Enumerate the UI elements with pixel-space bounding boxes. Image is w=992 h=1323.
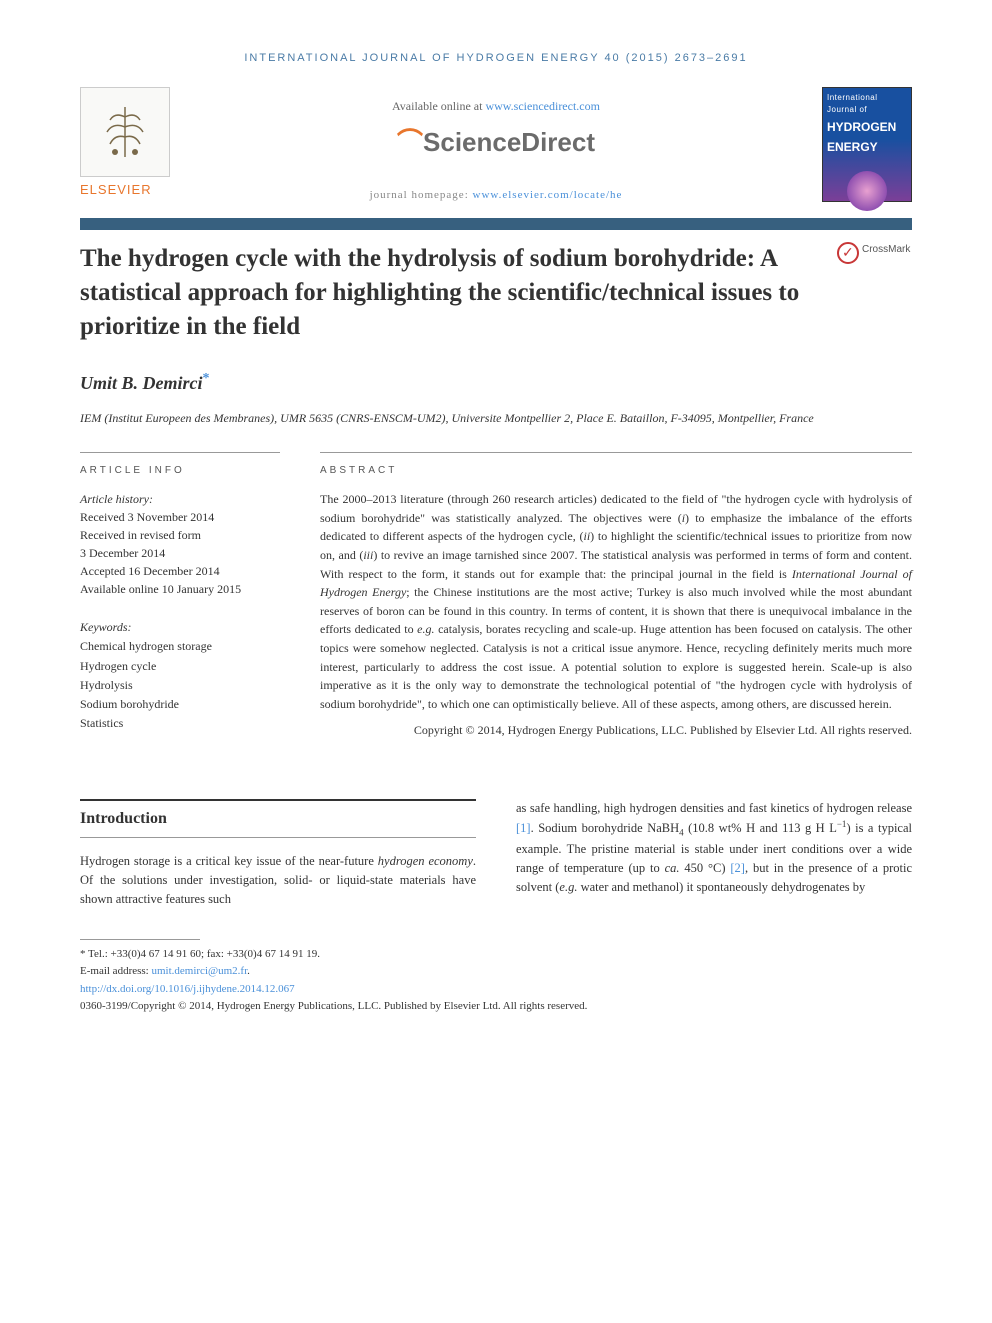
keywords-label: Keywords: [80, 618, 280, 637]
sd-swoosh-icon: ⌒ [397, 127, 423, 157]
crossmark-label: CrossMark [862, 242, 910, 257]
journal-reference: INTERNATIONAL JOURNAL OF HYDROGEN ENERGY… [80, 50, 912, 67]
available-online-prefix: Available online at [392, 99, 485, 113]
corresponding-mark[interactable]: * [203, 371, 210, 386]
history-line: Available online 10 January 2015 [80, 580, 280, 598]
body-paragraph: Hydrogen storage is a critical key issue… [80, 852, 476, 908]
article-title: The hydrogen cycle with the hydrolysis o… [80, 242, 817, 343]
crossmark-badge[interactable]: CrossMark [837, 242, 912, 343]
cover-energy: ENERGY [827, 138, 907, 156]
author-name: Umit B. Demirci* [80, 368, 912, 397]
body-italic: e.g. [559, 880, 577, 894]
citation-link[interactable]: [1] [516, 821, 531, 835]
article-info-label: ARTICLE INFO [80, 452, 280, 478]
page-footer: * Tel.: +33(0)4 67 14 91 60; fax: +33(0)… [80, 946, 912, 1016]
history-line: 3 December 2014 [80, 544, 280, 562]
crossmark-check-icon [837, 242, 859, 264]
abstract-label: ABSTRACT [320, 452, 912, 478]
email-link[interactable]: umit.demirci@um2.fr [151, 965, 247, 977]
article-history: Article history: Received 3 November 201… [80, 490, 280, 598]
cover-hydrogen: HYDROGEN [827, 118, 907, 136]
author-text: Umit B. Demirci [80, 373, 203, 393]
corresponding-tel: * Tel.: +33(0)4 67 14 91 60; fax: +33(0)… [80, 946, 912, 964]
elsevier-name: ELSEVIER [80, 180, 170, 200]
issn-copyright: 0360-3199/Copyright © 2014, Hydrogen Ene… [80, 998, 912, 1016]
corresponding-email: E-mail address: umit.demirci@um2.fr. [80, 963, 912, 981]
article-header: The hydrogen cycle with the hydrolysis o… [80, 242, 912, 343]
abstract-italic: iii [363, 548, 373, 562]
title-separator-bar [80, 218, 912, 230]
abstract-italic: e.g. [417, 622, 434, 636]
history-label: Article history: [80, 490, 280, 508]
publisher-header: ELSEVIER Available online at www.science… [80, 87, 912, 204]
keyword: Hydrogen cycle [80, 657, 280, 676]
author-affiliation: IEM (Institut Europeen des Membranes), U… [80, 409, 912, 427]
keywords: Keywords: Chemical hydrogen storage Hydr… [80, 618, 280, 733]
right-column: as safe handling, high hydrogen densitie… [516, 799, 912, 908]
keyword: Chemical hydrogen storage [80, 637, 280, 656]
body-text: Introduction Hydrogen storage is a criti… [80, 799, 912, 908]
keyword: Sodium borohydride [80, 695, 280, 714]
body-text: 450 °C) [680, 861, 731, 875]
body-text: (10.8 wt% H and 113 g H L [684, 821, 837, 835]
center-header: Available online at www.sciencedirect.co… [190, 87, 802, 204]
article-info-column: ARTICLE INFO Article history: Received 3… [80, 452, 280, 739]
doi-link[interactable]: http://dx.doi.org/10.1016/j.ijhydene.201… [80, 983, 295, 995]
introduction-heading: Introduction [80, 799, 476, 838]
available-online: Available online at www.sciencedirect.co… [190, 97, 802, 115]
citation-link[interactable]: [2] [730, 861, 745, 875]
keyword: Statistics [80, 714, 280, 733]
left-column: Introduction Hydrogen storage is a criti… [80, 799, 476, 908]
homepage-link[interactable]: www.elsevier.com/locate/he [473, 189, 623, 201]
body-text: Hydrogen storage is a critical key issue… [80, 854, 378, 868]
sciencedirect-link[interactable]: www.sciencedirect.com [485, 99, 600, 113]
body-text: water and methanol) it spontaneously deh… [577, 880, 865, 894]
body-italic: ca. [665, 861, 680, 875]
journal-cover-thumbnail[interactable]: International Journal of HYDROGEN ENERGY [822, 87, 912, 202]
elsevier-tree-icon [80, 87, 170, 177]
history-line: Received in revised form [80, 526, 280, 544]
email-label: E-mail address: [80, 965, 151, 977]
superscript: −1 [837, 819, 847, 829]
abstract-text: The 2000–2013 literature (through 260 re… [320, 490, 912, 713]
abstract-copyright: Copyright © 2014, Hydrogen Energy Public… [320, 721, 912, 739]
abstract-column: ABSTRACT The 2000–2013 literature (throu… [320, 452, 912, 739]
journal-homepage: journal homepage: www.elsevier.com/locat… [190, 187, 802, 204]
footnote-rule [80, 939, 200, 940]
body-text: as safe handling, high hydrogen densitie… [516, 801, 912, 815]
keyword: Hydrolysis [80, 676, 280, 695]
history-line: Accepted 16 December 2014 [80, 562, 280, 580]
sciencedirect-text: ScienceDirect [423, 127, 595, 157]
info-abstract-section: ARTICLE INFO Article history: Received 3… [80, 452, 912, 739]
cover-small-text: International Journal of [827, 92, 907, 116]
body-paragraph: as safe handling, high hydrogen densitie… [516, 799, 912, 896]
cover-graphic-icon [847, 171, 887, 211]
sciencedirect-logo: ⌒ScienceDirect [190, 123, 802, 162]
homepage-prefix: journal homepage: [370, 189, 473, 201]
history-line: Received 3 November 2014 [80, 508, 280, 526]
body-italic: hydrogen economy [378, 854, 473, 868]
body-text: . Sodium borohydride NaBH [531, 821, 680, 835]
elsevier-logo[interactable]: ELSEVIER [80, 87, 170, 200]
